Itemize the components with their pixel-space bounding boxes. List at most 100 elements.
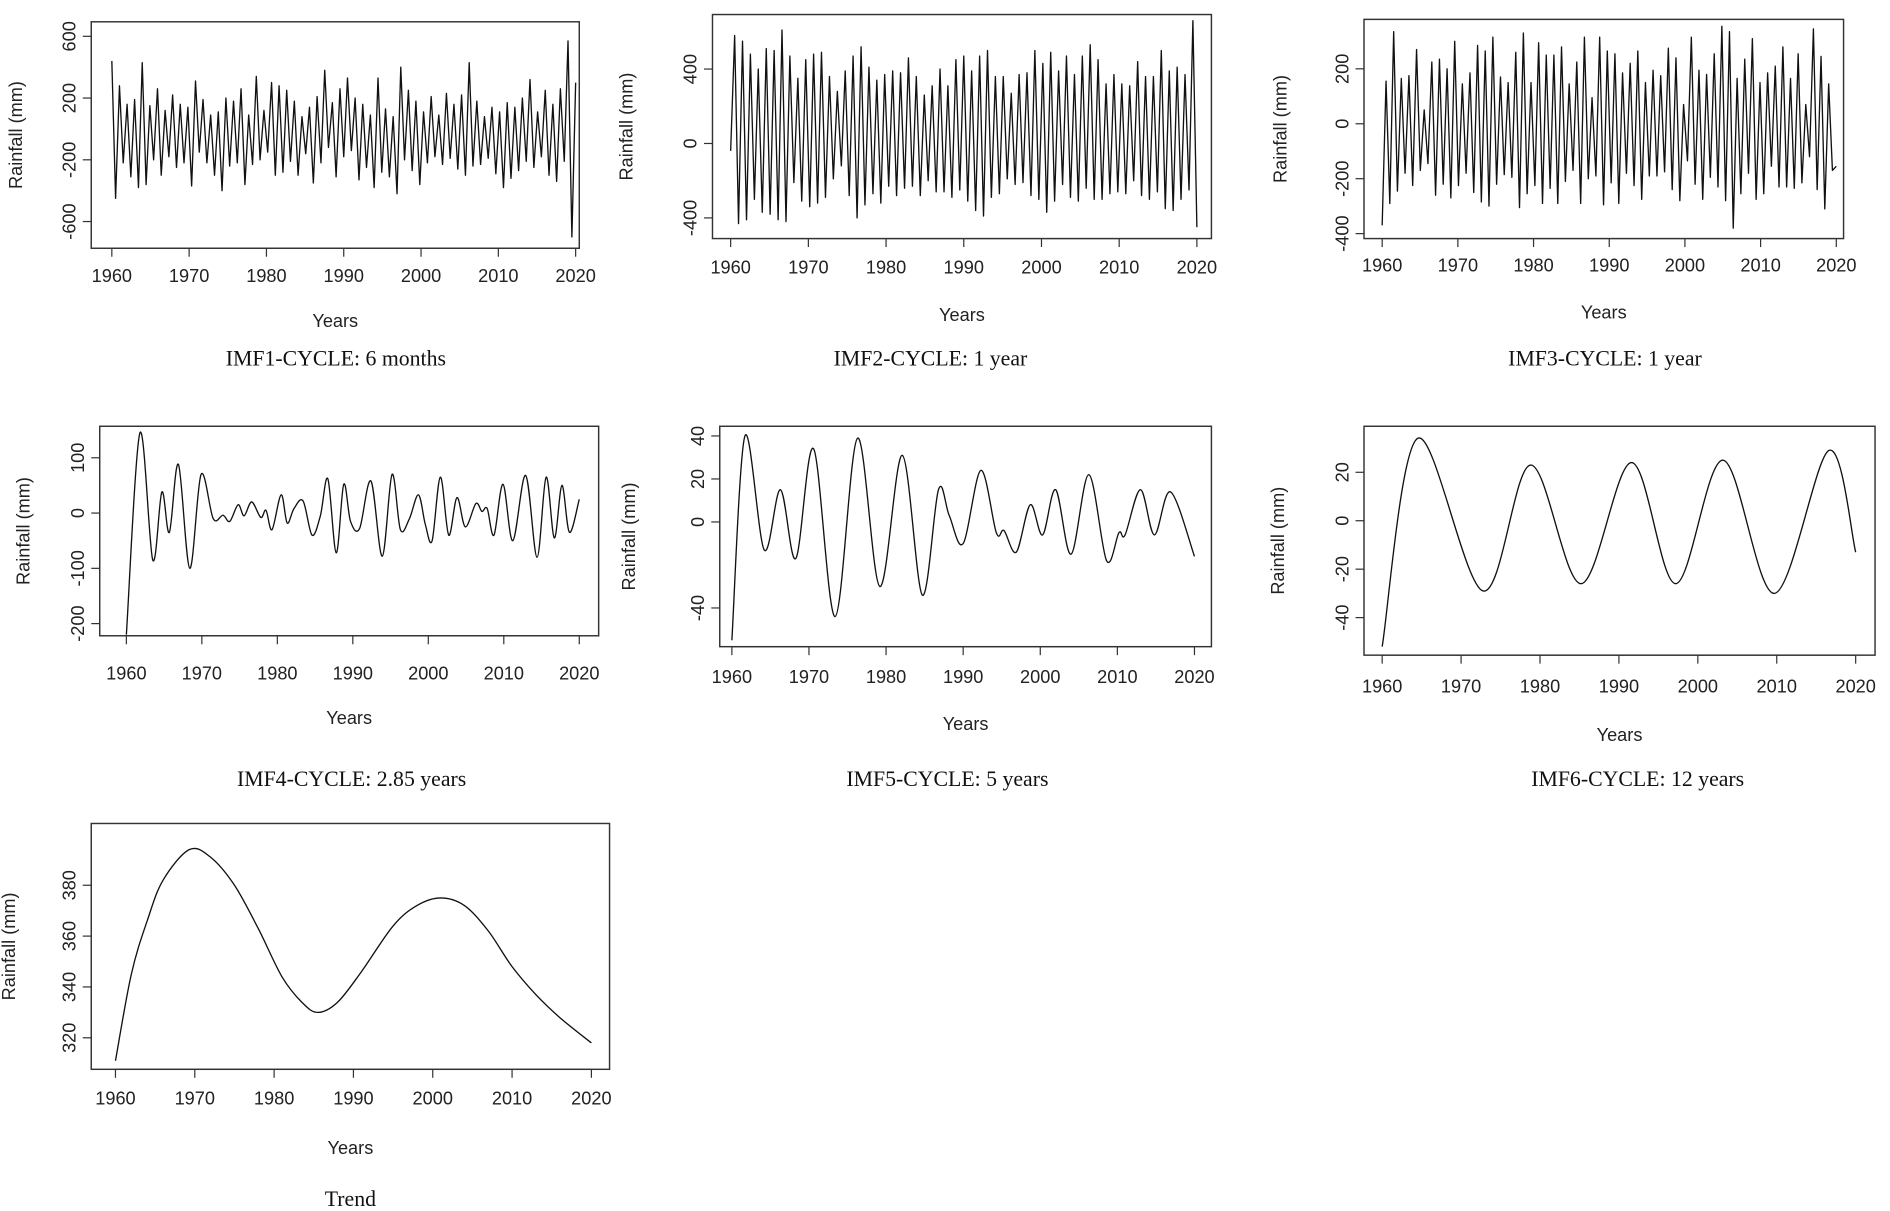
panel-caption: IMF4-CYCLE: 2.85 years <box>237 767 466 791</box>
x-tick-label: 1980 <box>1520 677 1560 697</box>
x-axis-title: Years <box>312 311 358 331</box>
x-tick-label: 1990 <box>333 663 373 683</box>
x-tick-label: 1990 <box>333 1088 373 1108</box>
x-axis-title: Years <box>939 305 985 325</box>
y-tick-label: 0 <box>68 508 88 518</box>
y-tick-label: 360 <box>60 921 80 951</box>
y-tick-label: -200 <box>60 142 80 178</box>
panel-caption: Trend <box>325 1187 376 1211</box>
y-tick-label: 0 <box>681 138 701 148</box>
panel-6: 1960 1970 1980 1990 2000 2010 2020200-20-40Rai… <box>1268 425 1876 791</box>
x-tick-label: 1990 <box>324 266 364 286</box>
y-axis-title: Rainfall (mm) <box>6 81 26 189</box>
panel-caption: IMF2-CYCLE: 1 year <box>834 347 1028 371</box>
x-tick-label: 2020 <box>1816 255 1856 275</box>
panel-caption: IMF3-CYCLE: 1 year <box>1508 347 1702 371</box>
y-tick-label: -20 <box>1332 556 1352 582</box>
x-axis-title: Years <box>326 708 372 728</box>
y-tick-label: -40 <box>688 595 708 621</box>
y-tick-label: 100 <box>68 443 88 473</box>
y-tick-label: 0 <box>1332 516 1352 526</box>
y-tick-label: -100 <box>68 550 88 586</box>
x-tick-label: 1970 <box>788 258 828 278</box>
plot-frame <box>1363 18 1845 240</box>
x-tick-label: 1960 <box>710 258 750 278</box>
x-tick-label: 2000 <box>413 1088 453 1108</box>
x-tick-label: 1980 <box>254 1088 294 1108</box>
y-tick-label: 0 <box>1332 119 1352 129</box>
x-tick-label: 2010 <box>1757 677 1797 697</box>
x-tick-label: 2010 <box>1097 667 1137 687</box>
y-tick-label: -200 <box>68 605 88 641</box>
x-tick-label: 2010 <box>1740 255 1780 275</box>
x-tick-label: 2020 <box>555 266 595 286</box>
x-tick-label: 1990 <box>1599 677 1639 697</box>
rainfall-series-line <box>1381 25 1837 229</box>
y-tick-label: -200 <box>1332 161 1352 197</box>
x-tick-label: 1990 <box>944 258 984 278</box>
y-axis-title: Rainfall (mm) <box>1271 75 1291 183</box>
x-tick-label: 1980 <box>1513 255 1553 275</box>
y-tick-label: 20 <box>688 469 708 489</box>
y-tick-label: 20 <box>1332 462 1352 482</box>
x-tick-label: 2000 <box>1021 258 1061 278</box>
x-tick-label: 1970 <box>182 663 222 683</box>
x-tick-label: 1990 <box>943 667 983 687</box>
x-tick-label: 2020 <box>1835 677 1875 697</box>
x-tick-label: 2000 <box>1665 255 1705 275</box>
x-tick-label: 1960 <box>1362 255 1402 275</box>
y-tick-label: 400 <box>681 54 701 84</box>
x-axis-title: Years <box>1597 725 1643 745</box>
x-tick-label: 2000 <box>1020 667 1060 687</box>
rainfall-series-line <box>1381 437 1857 647</box>
x-tick-label: 1960 <box>712 667 752 687</box>
x-tick-label: 2000 <box>401 266 441 286</box>
rainfall-series-line <box>731 434 1196 641</box>
x-tick-label: 1980 <box>866 258 906 278</box>
x-tick-label: 2020 <box>1174 667 1214 687</box>
y-tick-label: 200 <box>1332 54 1352 84</box>
x-axis-title: Years <box>328 1138 374 1158</box>
x-tick-label: 2000 <box>1678 677 1718 697</box>
y-axis-title: Rainfall (mm) <box>1268 487 1288 595</box>
x-tick-label: 1970 <box>789 667 829 687</box>
x-tick-label: 1980 <box>246 266 286 286</box>
x-tick-label: 2010 <box>1099 258 1139 278</box>
panel-5: 1960 1970 1980 1990 2000 2010 2020 40 20 0 -40 Rain… <box>619 425 1215 791</box>
rainfall-series-line <box>114 847 592 1061</box>
panel-caption: IMF6-CYCLE: 12 years <box>1531 767 1744 791</box>
plot-frame <box>90 822 611 1071</box>
x-tick-label: 2020 <box>559 663 599 683</box>
y-tick-label: 320 <box>60 1023 80 1053</box>
plot-frame <box>98 425 600 637</box>
x-tick-label: 1960 <box>1362 677 1402 697</box>
y-tick-label: 40 <box>688 426 708 446</box>
panel-4: 1960 1970 1980 1990 2000 2010 2020 100 0 -100 -200… <box>13 425 600 791</box>
x-tick-label: 2000 <box>408 663 448 683</box>
y-tick-label: -400 <box>681 200 701 236</box>
x-tick-label: 1970 <box>1441 677 1481 697</box>
y-tick-label: -40 <box>1332 604 1352 630</box>
panel-2: 1960 1970 1980 1990 2000 2010 2020 400 0 -400 Rain… <box>617 13 1217 371</box>
x-tick-label: 1960 <box>92 266 132 286</box>
y-tick-label: 340 <box>60 972 80 1002</box>
x-tick-label: 2020 <box>571 1088 611 1108</box>
x-tick-label: 1990 <box>1589 255 1629 275</box>
y-tick-label: 600 <box>60 21 80 51</box>
y-axis-title: Rainfall (mm) <box>617 73 637 181</box>
x-tick-label: 2020 <box>1177 258 1217 278</box>
rainfall-series-line <box>729 20 1198 228</box>
y-tick-label: 200 <box>60 83 80 113</box>
y-tick-label: -600 <box>60 203 80 239</box>
x-axis-title: Years <box>943 714 989 734</box>
rainfall-series-line <box>111 40 577 238</box>
y-axis-title: Rainfall (mm) <box>13 477 33 585</box>
x-tick-label: 1960 <box>106 663 146 683</box>
y-axis-title: Rainfall (mm) <box>619 483 639 591</box>
x-tick-label: 1970 <box>1438 255 1478 275</box>
x-tick-label: 1970 <box>175 1088 215 1108</box>
panel-3: 1960 1970 1980 1990 2000 2010 20202000-200-400… <box>1271 18 1856 371</box>
x-tick-label: 2010 <box>478 266 518 286</box>
x-tick-label: 1960 <box>95 1088 135 1108</box>
y-tick-label: 0 <box>688 517 708 527</box>
